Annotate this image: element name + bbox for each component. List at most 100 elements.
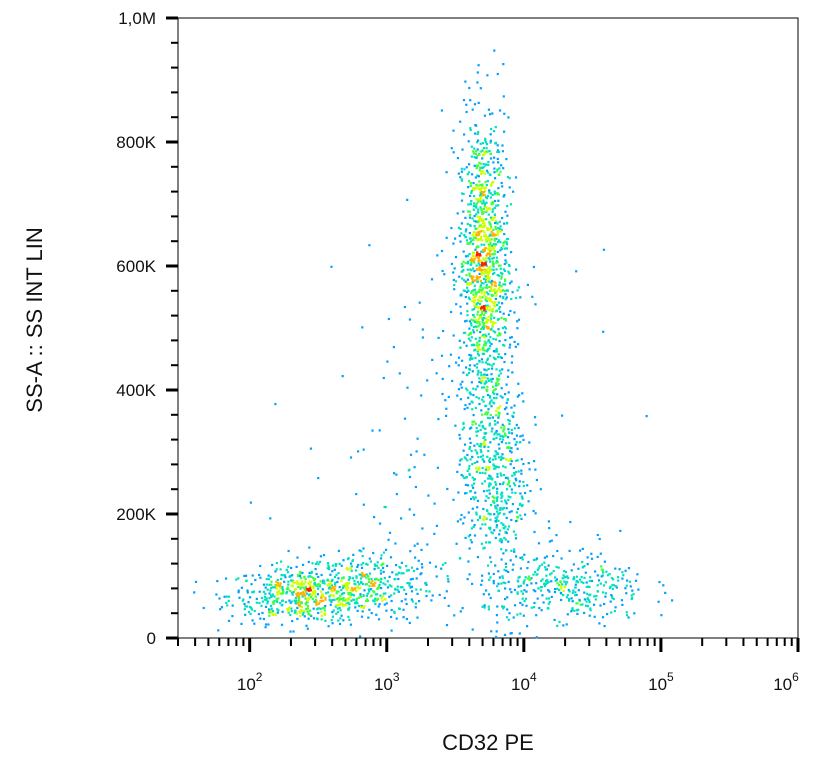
data-point xyxy=(469,391,472,394)
data-point xyxy=(334,605,337,608)
data-point xyxy=(487,266,490,270)
data-point xyxy=(331,615,334,618)
data-point xyxy=(461,428,464,431)
data-point xyxy=(291,591,294,594)
data-point xyxy=(496,191,499,195)
data-point xyxy=(289,630,292,633)
data-point xyxy=(330,619,333,622)
data-point xyxy=(327,584,330,587)
data-point xyxy=(447,580,450,583)
data-point xyxy=(447,577,450,581)
data-point xyxy=(560,585,563,588)
data-point xyxy=(533,530,536,534)
data-point xyxy=(275,599,278,602)
data-point xyxy=(608,573,611,576)
data-point xyxy=(497,230,500,233)
data-point xyxy=(617,579,620,582)
data-point xyxy=(497,589,501,592)
data-point xyxy=(308,571,311,575)
data-point xyxy=(512,411,515,414)
data-point xyxy=(350,587,353,590)
data-point xyxy=(489,152,493,155)
data-point xyxy=(485,390,488,393)
data-point xyxy=(501,575,504,578)
data-point xyxy=(535,636,538,639)
data-point xyxy=(491,416,494,419)
data-point xyxy=(468,320,471,323)
data-point xyxy=(489,254,492,257)
data-point xyxy=(469,539,472,542)
data-point xyxy=(388,531,392,534)
data-point xyxy=(589,576,592,579)
data-point xyxy=(477,277,480,280)
data-point xyxy=(517,343,520,346)
data-point xyxy=(454,424,457,427)
data-point xyxy=(465,319,468,322)
data-point xyxy=(459,346,462,349)
data-point xyxy=(480,190,484,194)
data-point xyxy=(487,608,490,611)
data-point xyxy=(341,602,344,605)
data-point xyxy=(486,393,490,397)
data-point xyxy=(486,194,489,198)
data-point xyxy=(516,459,519,462)
data-point xyxy=(565,596,568,599)
data-point xyxy=(301,571,304,574)
data-point xyxy=(463,234,466,237)
data-point xyxy=(608,586,612,589)
data-point xyxy=(527,462,530,465)
data-point xyxy=(406,582,409,585)
data-point xyxy=(475,396,478,399)
data-point xyxy=(354,601,357,605)
data-point xyxy=(482,162,485,166)
data-point xyxy=(337,577,340,580)
data-point xyxy=(499,170,502,173)
data-point xyxy=(225,595,228,598)
data-point xyxy=(498,220,501,223)
data-point xyxy=(328,580,331,583)
data-point xyxy=(445,171,448,174)
data-point xyxy=(495,243,498,246)
data-point xyxy=(485,284,488,287)
data-point xyxy=(338,599,341,602)
data-point xyxy=(342,576,345,579)
data-point xyxy=(513,404,516,407)
data-point xyxy=(466,314,469,317)
data-point xyxy=(494,177,497,180)
data-point xyxy=(494,458,497,461)
data-point xyxy=(507,116,510,119)
data-point xyxy=(515,511,518,514)
data-point xyxy=(473,270,476,273)
data-point xyxy=(553,588,557,591)
data-point xyxy=(490,315,493,318)
data-point xyxy=(474,491,477,494)
data-point xyxy=(470,354,473,357)
data-point xyxy=(303,609,306,613)
data-point xyxy=(299,572,302,575)
data-point xyxy=(498,378,501,381)
y-tick-label: 200K xyxy=(116,505,156,524)
data-point xyxy=(489,113,492,116)
data-point xyxy=(476,519,480,522)
data-point xyxy=(489,241,492,244)
data-point xyxy=(460,222,463,225)
data-point xyxy=(500,316,503,320)
data-point xyxy=(614,567,617,570)
data-point xyxy=(332,586,335,589)
data-point xyxy=(421,336,424,339)
data-point xyxy=(556,587,559,590)
data-point xyxy=(350,569,353,572)
data-point xyxy=(461,607,464,610)
data-point xyxy=(466,406,469,409)
data-point xyxy=(281,589,284,592)
data-point xyxy=(484,499,487,502)
data-point xyxy=(470,291,473,294)
data-point xyxy=(566,581,569,584)
data-point xyxy=(462,250,465,253)
data-point xyxy=(462,269,465,272)
data-point xyxy=(489,223,492,226)
data-point xyxy=(373,600,376,603)
data-point xyxy=(460,458,463,461)
data-point xyxy=(298,610,301,613)
data-point xyxy=(488,245,491,248)
